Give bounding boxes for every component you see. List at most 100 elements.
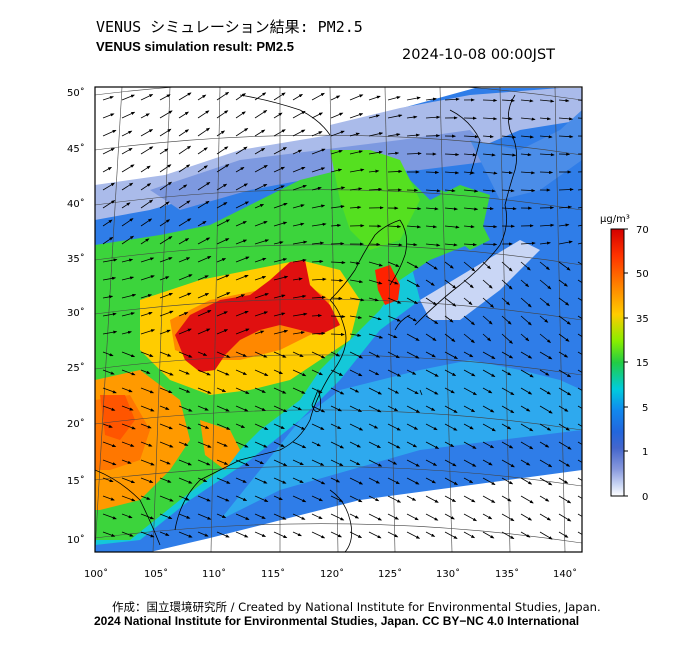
wind-arrow <box>330 387 345 395</box>
wind-arrow <box>349 113 364 119</box>
wind-arrow <box>292 240 308 245</box>
wind-arrow <box>140 423 152 429</box>
wind-arrow <box>273 531 288 539</box>
wind-arrow <box>102 219 113 227</box>
wind-arrow <box>121 258 134 263</box>
wind-arrow <box>368 405 382 413</box>
wind-arrow <box>102 351 114 357</box>
wind-arrow <box>406 459 420 467</box>
wind-arrow <box>444 441 455 447</box>
wind-arrow <box>140 441 153 447</box>
wind-arrow <box>349 369 363 377</box>
wind-arrow <box>444 513 455 520</box>
wind-arrow <box>558 223 570 227</box>
wind-arrow <box>577 333 582 338</box>
wind-arrow <box>539 477 553 486</box>
wind-arrow <box>482 171 498 175</box>
wind-arrow <box>197 495 211 502</box>
wind-arrow <box>178 495 190 501</box>
wind-arrow <box>159 423 173 430</box>
colorbar-scale <box>610 228 625 497</box>
wind-arrow <box>406 369 417 375</box>
lat-label: 15˚ <box>67 475 85 487</box>
wind-arrow <box>520 387 533 395</box>
wind-arrow <box>463 423 474 430</box>
wind-arrow <box>406 351 420 359</box>
wind-arrow <box>292 93 303 101</box>
wind-arrow <box>254 221 268 227</box>
wind-arrow <box>520 297 532 308</box>
wind-arrow <box>330 332 345 337</box>
wind-arrow <box>463 369 476 377</box>
wind-arrow <box>197 387 212 394</box>
wind-arrow <box>159 513 173 519</box>
wind-arrow <box>178 292 192 299</box>
wind-arrow <box>349 279 364 284</box>
wind-arrow <box>140 113 150 119</box>
wind-arrow <box>425 225 438 229</box>
wind-arrow <box>368 441 382 448</box>
wind-arrow <box>463 207 479 211</box>
colorbar-unit: µg/m³ <box>600 214 630 225</box>
wind-arrow <box>501 459 515 468</box>
wind-arrow <box>140 238 150 245</box>
wind-arrow <box>330 314 346 319</box>
wind-arrow <box>216 91 230 101</box>
wind-arrow <box>292 331 305 335</box>
wind-arrow <box>349 531 363 538</box>
wind-arrow <box>330 260 346 265</box>
wind-arrow <box>349 351 364 359</box>
wind-arrow <box>425 459 438 466</box>
wind-arrow <box>254 275 267 281</box>
wind-arrow <box>539 117 552 121</box>
wind-arrow <box>387 279 399 285</box>
wind-arrow <box>216 311 228 317</box>
wind-arrow <box>463 261 476 272</box>
wind-arrow <box>368 315 382 321</box>
wind-arrow <box>444 405 458 413</box>
wind-arrow <box>311 331 326 335</box>
wind-arrow <box>159 257 173 263</box>
wind-arrow <box>216 258 227 263</box>
wind-arrow <box>539 531 553 540</box>
wind-arrow <box>444 477 459 485</box>
wind-arrow <box>406 513 419 521</box>
wind-arrow <box>501 207 517 211</box>
wind-arrow <box>463 153 477 157</box>
wind-arrow <box>102 167 112 173</box>
wind-arrow <box>216 531 230 538</box>
wind-arrow <box>463 135 479 139</box>
wind-arrow <box>292 405 303 411</box>
wind-arrow <box>444 189 456 193</box>
wind-arrow <box>349 477 364 485</box>
wind-arrow <box>273 495 283 501</box>
wind-arrow <box>558 315 571 325</box>
wind-arrow <box>330 95 341 101</box>
wind-arrow <box>102 96 114 101</box>
wind-arrow <box>349 387 360 393</box>
wind-arrow <box>102 441 117 447</box>
wind-arrow <box>121 369 136 376</box>
lat-label: 40˚ <box>67 198 85 210</box>
wind-arrow <box>311 295 326 299</box>
wind-arrow <box>140 351 154 357</box>
wind-arrow <box>273 258 288 263</box>
wind-arrow <box>121 147 133 155</box>
lat-label: 20˚ <box>67 418 85 430</box>
wind-arrow <box>254 495 269 502</box>
wind-arrow <box>254 369 269 376</box>
wind-arrow <box>159 310 174 317</box>
wind-arrow <box>577 117 582 119</box>
wind-arrow <box>482 477 496 485</box>
wind-arrow <box>102 129 117 137</box>
wind-arrow <box>311 423 325 430</box>
wind-arrow <box>501 297 511 306</box>
wind-arrow <box>558 117 574 121</box>
wind-arrow <box>368 351 381 358</box>
wind-arrow <box>216 441 228 447</box>
wind-arrow <box>159 531 170 536</box>
wind-arrow <box>235 387 250 394</box>
colorbar-tick: 1 <box>642 447 648 458</box>
wind-arrow <box>311 112 324 119</box>
wind-arrow <box>178 145 192 155</box>
